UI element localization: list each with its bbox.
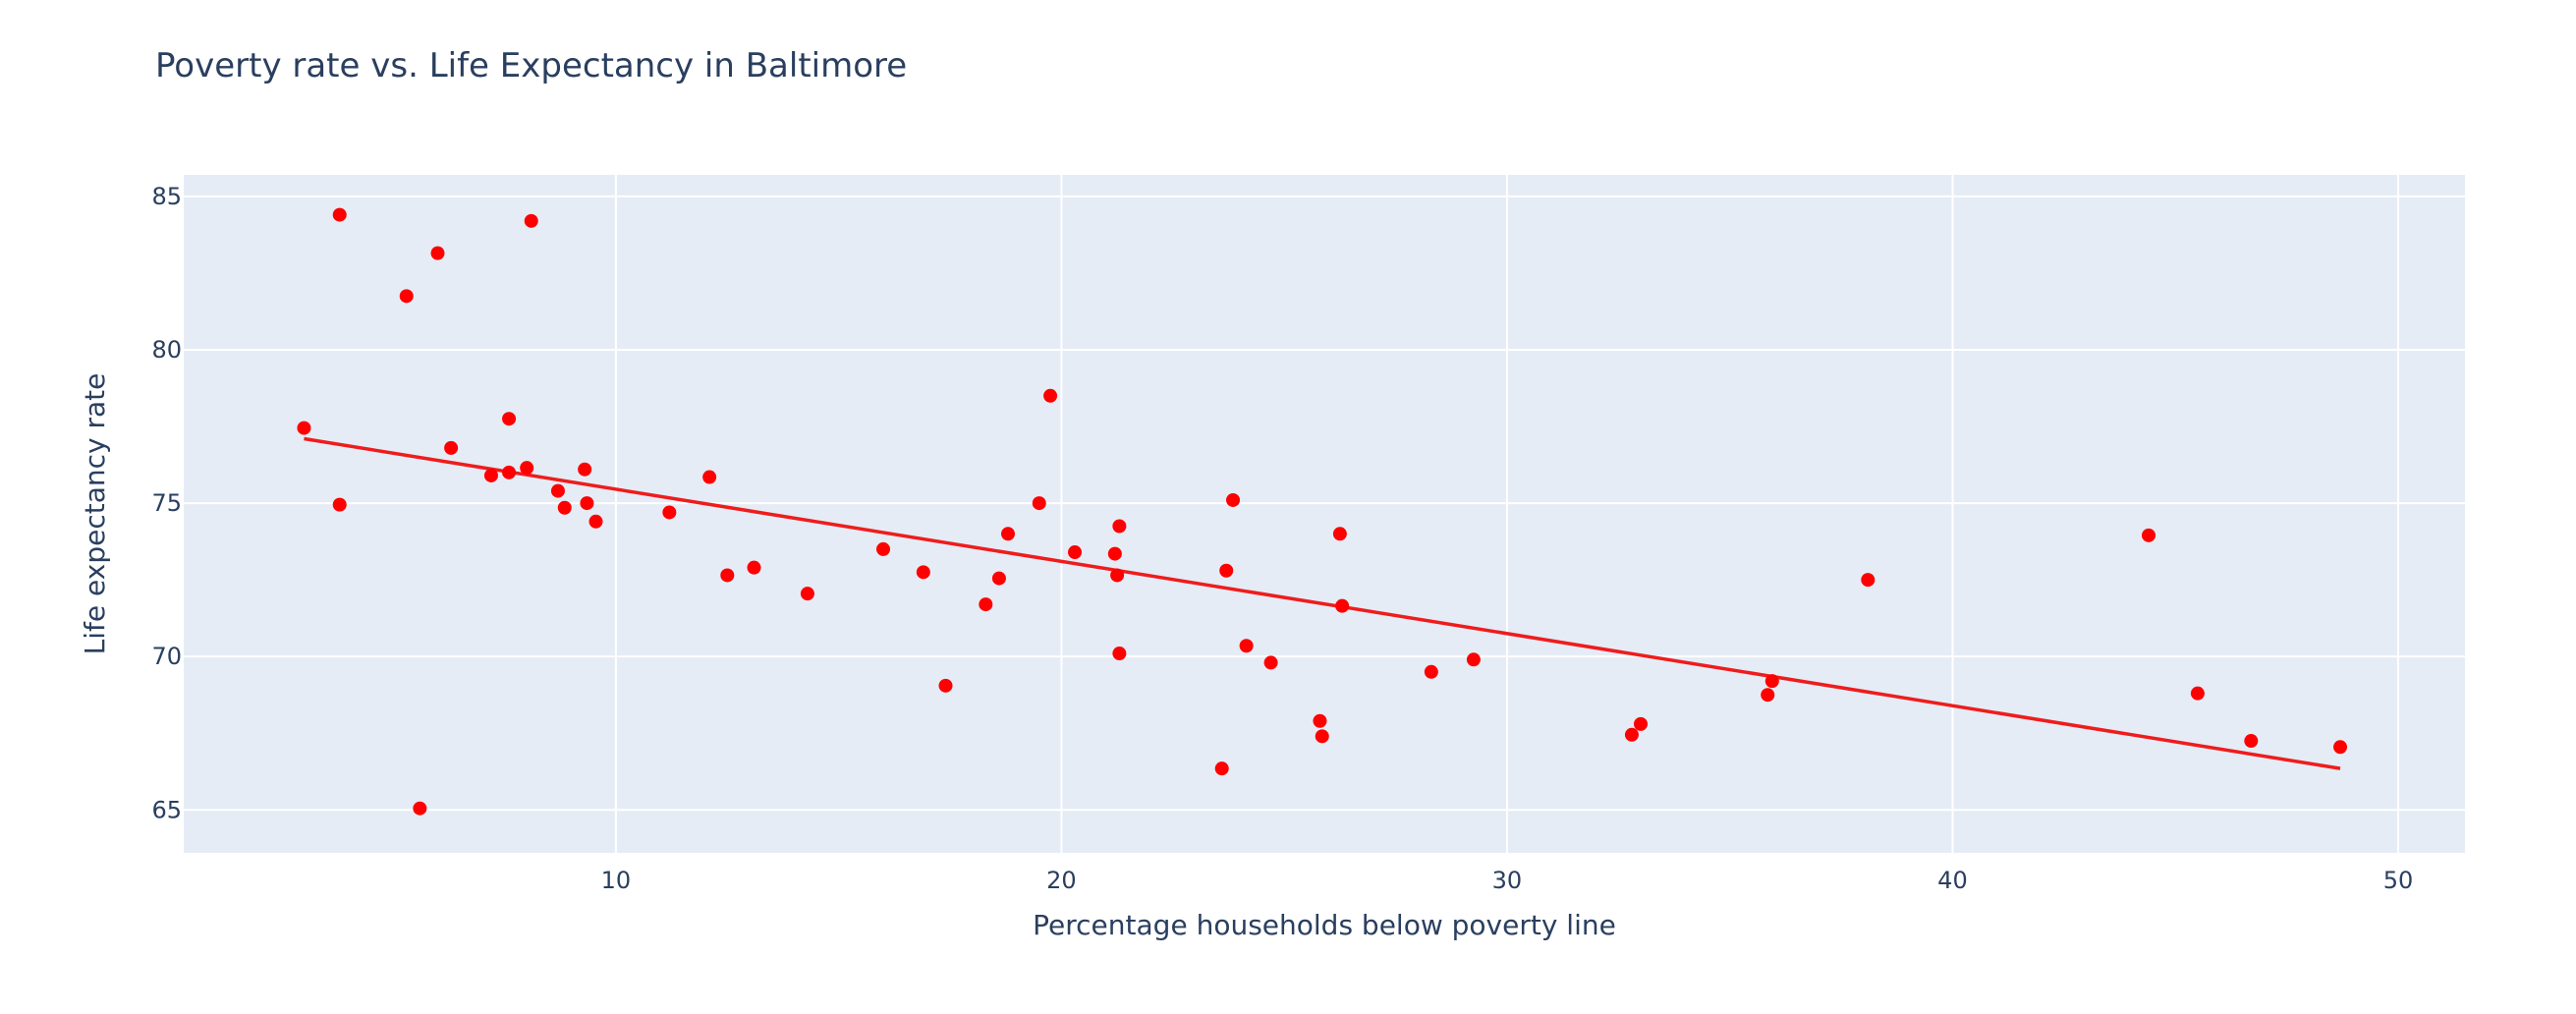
data-point bbox=[520, 461, 534, 476]
data-point bbox=[1068, 545, 1083, 560]
x-axis-ticks: 10 20 30 40 50 bbox=[601, 867, 2414, 894]
x-tick-label: 40 bbox=[1937, 867, 1968, 894]
data-point bbox=[2142, 528, 2156, 542]
data-point bbox=[580, 496, 594, 511]
data-point bbox=[1112, 647, 1127, 661]
data-point bbox=[2190, 686, 2205, 701]
y-tick-label: 70 bbox=[151, 643, 182, 670]
data-point bbox=[557, 500, 572, 515]
data-point bbox=[720, 568, 735, 583]
data-point bbox=[1226, 492, 1241, 507]
data-point bbox=[1332, 527, 1347, 541]
trendline bbox=[304, 436, 2341, 770]
trendline-layer bbox=[304, 436, 2341, 770]
y-tick-label: 75 bbox=[151, 489, 182, 517]
data-point bbox=[1624, 727, 1639, 742]
data-point bbox=[1466, 652, 1481, 667]
data-point bbox=[2333, 740, 2348, 755]
data-point bbox=[502, 465, 517, 479]
data-point bbox=[1107, 546, 1122, 561]
y-axis-ticks: 65 70 75 80 85 bbox=[151, 183, 182, 823]
data-point bbox=[399, 289, 414, 304]
data-point bbox=[1001, 527, 1016, 541]
chart-title: Poverty rate vs. Life Expectancy in Balt… bbox=[155, 46, 907, 85]
data-point bbox=[916, 565, 930, 580]
data-point bbox=[502, 412, 517, 426]
data-point bbox=[430, 246, 445, 260]
data-point bbox=[1112, 519, 1127, 534]
data-point bbox=[550, 483, 565, 498]
data-point bbox=[1424, 664, 1438, 679]
data-point bbox=[702, 470, 717, 484]
data-point bbox=[1761, 688, 1775, 703]
data-point bbox=[483, 468, 498, 482]
data-point bbox=[662, 505, 677, 520]
data-point bbox=[1219, 563, 1234, 578]
data-point bbox=[413, 801, 427, 816]
data-point bbox=[1214, 761, 1229, 776]
x-tick-label: 50 bbox=[2383, 867, 2414, 894]
data-point bbox=[1861, 573, 1876, 588]
data-point bbox=[1032, 496, 1046, 511]
data-point bbox=[2244, 734, 2259, 749]
data-point bbox=[747, 560, 761, 575]
data-point bbox=[1043, 388, 1058, 403]
data-point bbox=[578, 462, 592, 477]
data-point bbox=[800, 587, 814, 601]
data-point bbox=[1764, 674, 1779, 689]
y-tick-label: 65 bbox=[151, 796, 182, 823]
data-point bbox=[444, 440, 459, 455]
data-point bbox=[297, 421, 311, 435]
data-point bbox=[1313, 713, 1327, 728]
x-tick-label: 30 bbox=[1492, 867, 1523, 894]
y-tick-label: 85 bbox=[151, 183, 182, 210]
data-point bbox=[588, 514, 603, 529]
data-point bbox=[1263, 655, 1278, 670]
y-axis-title: Life expectancy rate bbox=[79, 373, 111, 655]
gridlines bbox=[184, 175, 2465, 853]
data-points bbox=[297, 207, 2348, 816]
y-tick-label: 80 bbox=[151, 336, 182, 364]
x-axis-title: Percentage households below poverty line bbox=[1033, 909, 1616, 941]
data-point bbox=[332, 207, 347, 222]
data-point bbox=[1110, 568, 1125, 583]
data-point bbox=[938, 678, 953, 693]
x-tick-label: 20 bbox=[1046, 867, 1077, 894]
data-point bbox=[1315, 729, 1329, 744]
data-point bbox=[991, 571, 1006, 586]
data-point bbox=[1335, 598, 1350, 613]
data-point bbox=[979, 597, 993, 612]
data-point bbox=[524, 213, 538, 228]
data-point bbox=[1239, 639, 1254, 653]
data-point bbox=[1633, 716, 1648, 731]
x-tick-label: 10 bbox=[601, 867, 632, 894]
plot-area bbox=[184, 175, 2465, 853]
data-point bbox=[332, 497, 347, 512]
data-point bbox=[876, 541, 891, 556]
